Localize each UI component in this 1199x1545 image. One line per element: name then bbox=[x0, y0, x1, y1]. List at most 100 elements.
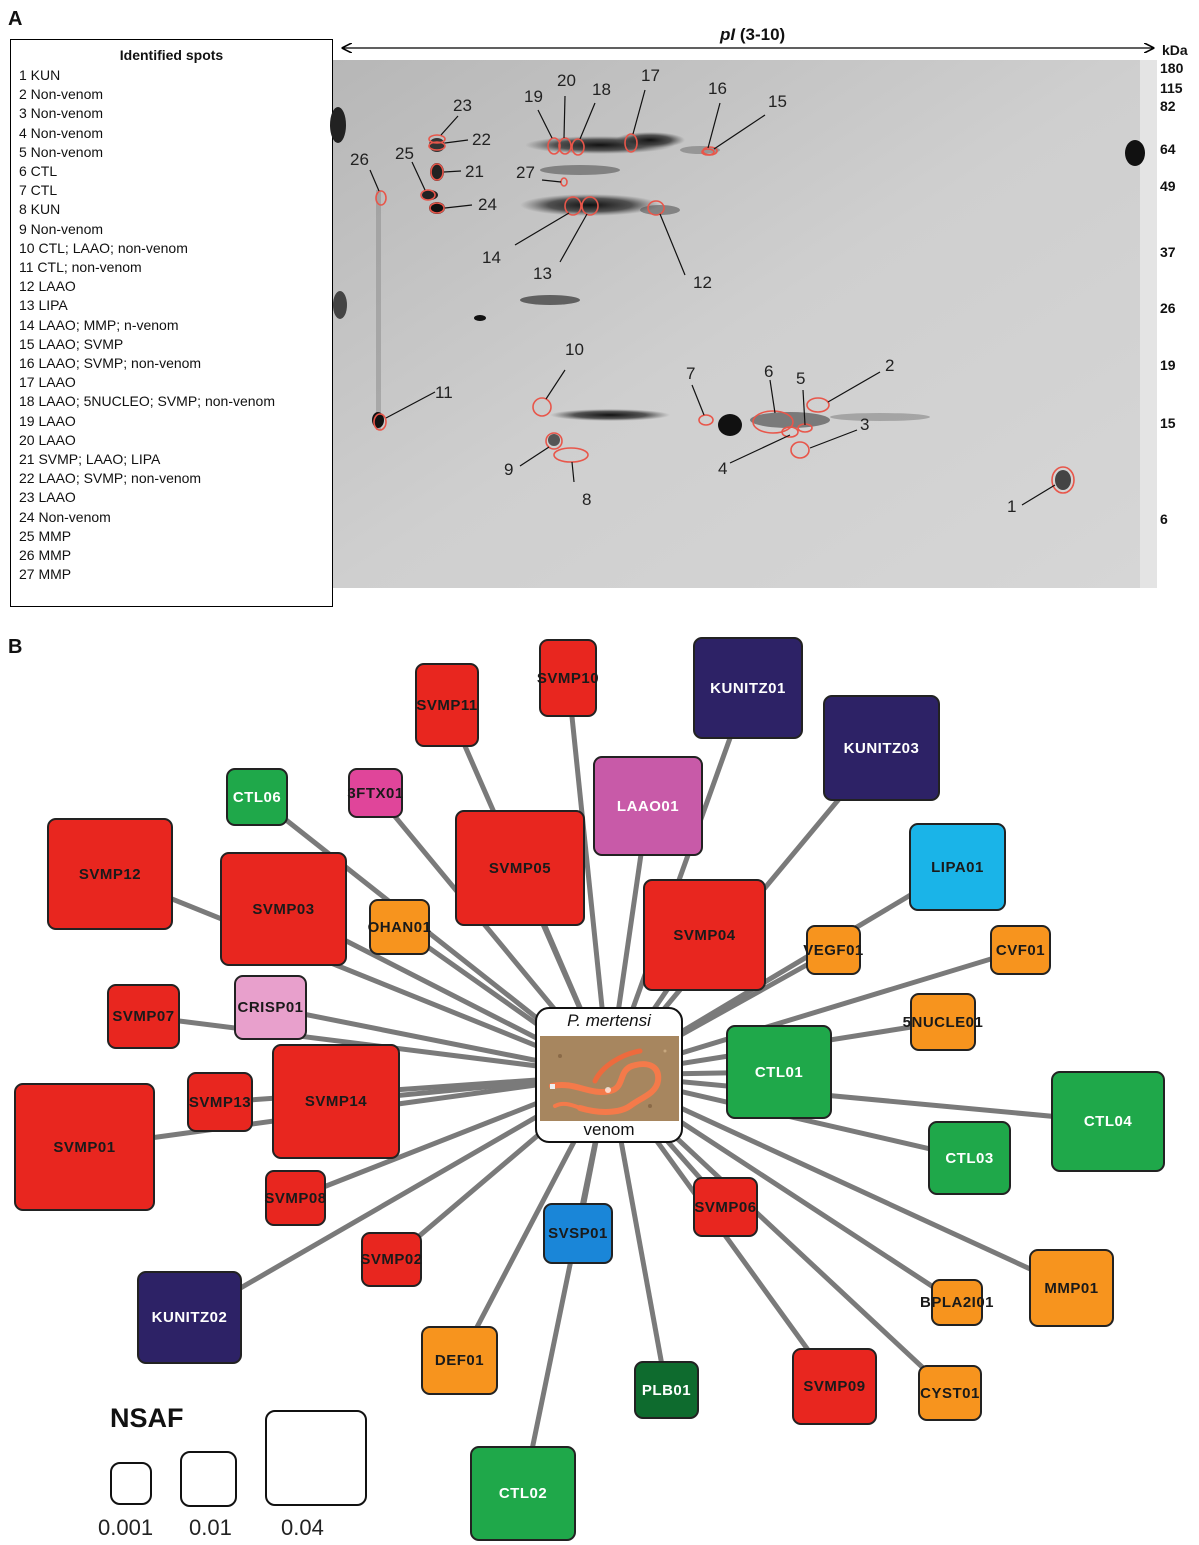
kda-tick: 6 bbox=[1160, 511, 1168, 527]
spot-entry: 12 LAAO bbox=[19, 278, 76, 295]
node-kunitz03: KUNITZ03 bbox=[823, 695, 940, 801]
node-label: SVMP04 bbox=[673, 926, 736, 944]
node-label: CTL04 bbox=[1083, 1113, 1133, 1130]
node-label: CTL01 bbox=[754, 1063, 804, 1081]
node-vegf01: VEGF01 bbox=[803, 925, 864, 975]
node-label: SVMP08 bbox=[264, 1189, 327, 1207]
kda-tick: 82 bbox=[1160, 98, 1176, 114]
spot-number-label: 14 bbox=[482, 248, 501, 267]
spot-entry: 17 LAAO bbox=[19, 374, 76, 391]
spot-markers bbox=[373, 133, 1075, 494]
kda-tick: 26 bbox=[1160, 300, 1176, 316]
node-svmp05: SVMP05 bbox=[455, 810, 585, 926]
edge-ctl04 bbox=[608, 1072, 1109, 1124]
spot-number-label: 20 bbox=[557, 71, 576, 90]
node-label: SVMP06 bbox=[694, 1198, 757, 1216]
spot-entry: 5 Non-venom bbox=[19, 143, 104, 160]
edge-mmp01 bbox=[607, 1072, 1073, 1291]
node-3ftx01: 3FTX01 bbox=[347, 768, 404, 818]
node-svmp06: SVMP06 bbox=[693, 1177, 758, 1237]
spots-list: 1 KUN 2 Non-venom 3 Non-venom 4 Non-veno… bbox=[19, 66, 332, 584]
node-label: SVMP07 bbox=[112, 1008, 175, 1025]
node-label: CTL06 bbox=[232, 788, 282, 806]
spot-entry: 24 Non-venom bbox=[19, 508, 111, 525]
node-svmp12: SVMP12 bbox=[47, 818, 173, 930]
spot-number-label: 18 bbox=[592, 80, 611, 99]
spot-number-label: 22 bbox=[472, 130, 491, 149]
node-label: SVMP11 bbox=[416, 696, 478, 714]
node-label: 3FTX01 bbox=[347, 784, 404, 802]
node-svmp11: SVMP11 bbox=[415, 663, 479, 747]
node-label: SVMP13 bbox=[188, 1093, 252, 1111]
spot-entry: 2 Non-venom bbox=[19, 86, 104, 103]
spot-number-label: 7 bbox=[686, 364, 696, 383]
spot-number-label: 12 bbox=[693, 273, 712, 292]
spot-number-label: 17 bbox=[641, 66, 660, 85]
node-ctl04: CTL04 bbox=[1051, 1071, 1165, 1172]
spot-number-label: 8 bbox=[582, 490, 592, 509]
node-cvf01: CVF01 bbox=[990, 925, 1051, 975]
node-label: SVMP12 bbox=[78, 865, 142, 883]
spot-callout-lines bbox=[369, 89, 1056, 506]
node-svmp03: SVMP03 bbox=[220, 852, 347, 966]
spots-legend-title: Identified spots bbox=[119, 47, 224, 63]
pi-axis-title-italic: pI bbox=[720, 25, 736, 44]
node-label: PLB01 bbox=[641, 1381, 692, 1399]
spot-entry: 20 LAAO bbox=[19, 431, 76, 448]
spot-entry: 16 LAAO; SVMP; non-venom bbox=[19, 355, 202, 372]
node-plb01: PLB01 bbox=[634, 1361, 699, 1419]
node-label: SVSP01 bbox=[548, 1225, 608, 1242]
center-node-species: P. mertensi bbox=[567, 1011, 651, 1030]
kda-tick: 49 bbox=[1160, 178, 1176, 194]
node-label: MMP01 bbox=[1044, 1279, 1099, 1297]
node-label: 5NUCLE01 bbox=[902, 1013, 984, 1031]
spot-number-label: 11 bbox=[435, 383, 453, 402]
kda-tick: 180 bbox=[1160, 60, 1184, 76]
node-label: VEGF01 bbox=[803, 941, 864, 959]
node-ctl06: CTL06 bbox=[226, 768, 288, 826]
node-label: KUNITZ03 bbox=[843, 739, 920, 757]
node-laao01: LAAO01 bbox=[593, 756, 703, 856]
node-lipa01: LIPA01 bbox=[909, 823, 1006, 911]
node-ctl01: CTL01 bbox=[726, 1025, 832, 1119]
kda-tick: 15 bbox=[1160, 415, 1176, 431]
center-node-venom-label: venom bbox=[583, 1120, 635, 1139]
spot-entry: 22 LAAO; SVMP; non-venom bbox=[19, 470, 202, 487]
node-def01: DEF01 bbox=[421, 1326, 498, 1395]
spot-number-label: 26 bbox=[350, 150, 369, 169]
gel-right-margin bbox=[1140, 60, 1157, 588]
node-5nucle01: 5NUCLE01 bbox=[903, 993, 983, 1051]
spot-number-label: 27 bbox=[516, 163, 535, 182]
pi-axis-title: pI (3-10) bbox=[720, 25, 785, 45]
spot-entry: 9 Non-venom bbox=[19, 220, 104, 237]
spot-entry: 23 LAAO bbox=[19, 489, 76, 506]
node-kunitz02: KUNITZ02 bbox=[137, 1271, 242, 1364]
kda-tick: 19 bbox=[1160, 357, 1176, 373]
nsaf-legend-box-small bbox=[110, 1462, 152, 1505]
spot-entry: 13 LIPA bbox=[19, 297, 68, 314]
nsaf-legend-value: 0.01 bbox=[189, 1515, 232, 1540]
kda-tick: 64 bbox=[1160, 141, 1176, 157]
spot-number-label: 5 bbox=[796, 369, 806, 388]
node-label: SVMP14 bbox=[304, 1093, 368, 1110]
spot-entry: 18 LAAO; 5NUCLEO; SVMP; non-venom bbox=[19, 393, 275, 410]
node-label: SVMP02 bbox=[360, 1251, 423, 1268]
nsaf-legend-box-medium bbox=[180, 1451, 237, 1507]
node-label: BPLA2I01 bbox=[919, 1294, 995, 1311]
spot-entry: 26 MMP bbox=[19, 547, 72, 564]
node-svsp01: SVSP01 bbox=[543, 1203, 613, 1264]
node-svmp09: SVMP09 bbox=[792, 1348, 877, 1425]
spot-entry: 27 MMP bbox=[19, 566, 72, 583]
nsaf-legend-value: 0.001 bbox=[98, 1515, 154, 1540]
node-svmp02: SVMP02 bbox=[360, 1232, 423, 1287]
node-label: KUNITZ02 bbox=[151, 1309, 228, 1326]
node-kunitz01: KUNITZ01 bbox=[693, 637, 803, 739]
kda-tick: 115 bbox=[1160, 80, 1183, 96]
kda-tick: 37 bbox=[1160, 244, 1176, 260]
spot-entry: 4 Non-venom bbox=[19, 124, 104, 141]
spot-number-label: 23 bbox=[453, 96, 472, 115]
panel-b-letter: B bbox=[8, 636, 23, 658]
node-ctl03: CTL03 bbox=[928, 1121, 1011, 1195]
spot-number-label: 13 bbox=[533, 264, 552, 283]
pi-axis-title-range: (3-10) bbox=[735, 25, 786, 44]
